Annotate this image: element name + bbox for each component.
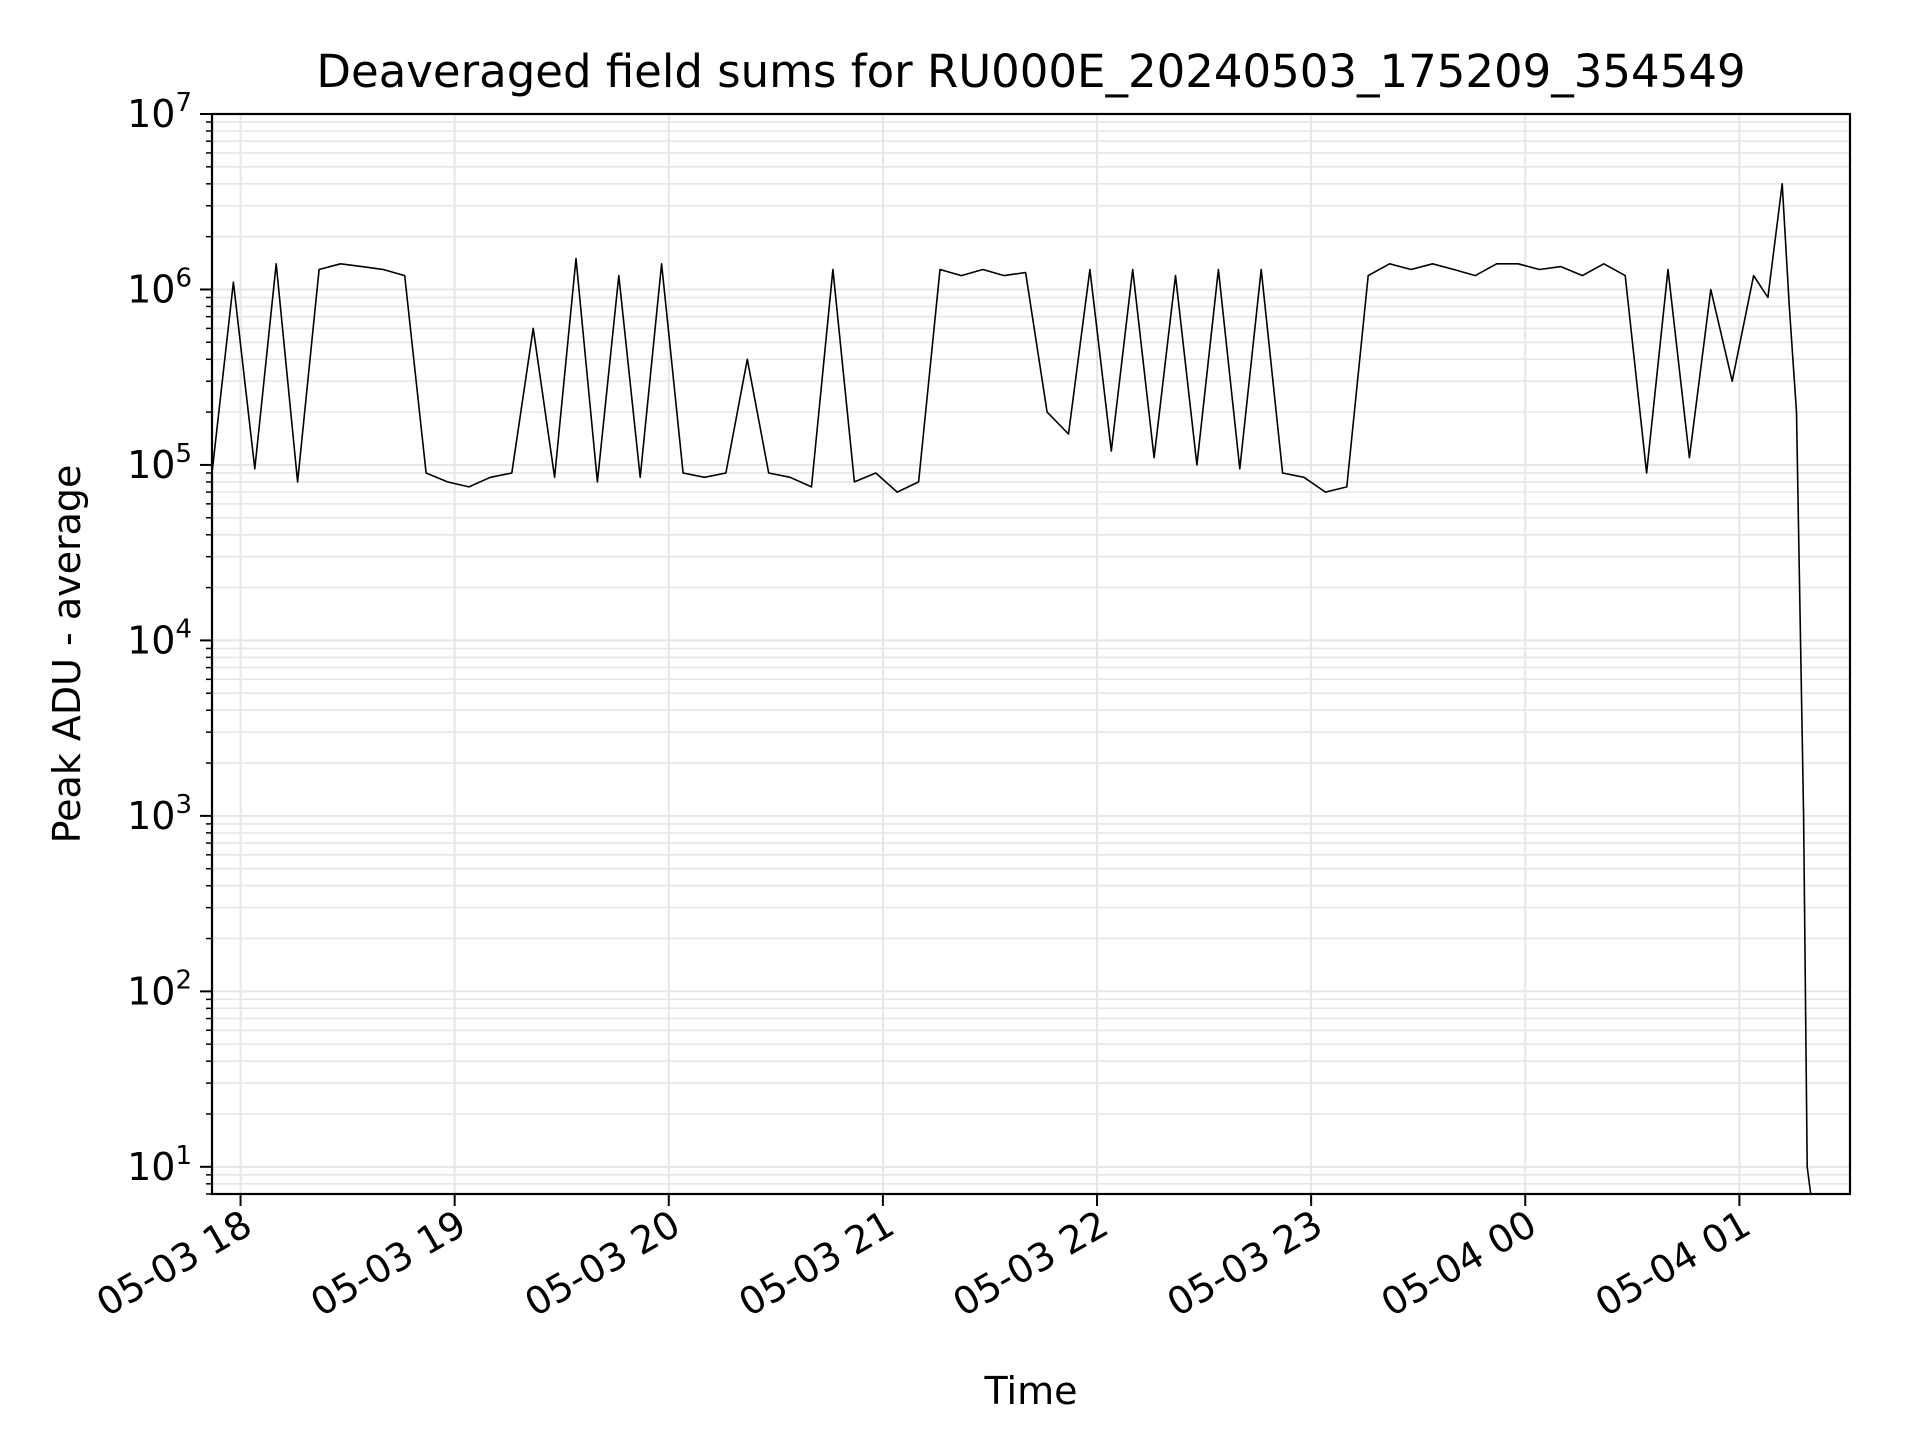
chart-title: Deaveraged field sums for RU000E_2024050… — [316, 45, 1745, 98]
series-group — [211, 183, 1812, 1195]
y-axis-label: Peak ADU - average — [45, 465, 89, 844]
grid — [212, 113, 1850, 1195]
y-tick-label: 101 — [127, 1141, 192, 1189]
y-tick-label: 106 — [127, 263, 192, 311]
y-tick-label: 102 — [127, 965, 192, 1013]
series-line — [211, 183, 1812, 1195]
y-tick-label: 107 — [127, 88, 192, 136]
y-tick-label: 104 — [127, 614, 192, 662]
y-tick-label: 103 — [127, 790, 192, 838]
y-tick-label: 105 — [127, 439, 192, 487]
plot-area-frame — [210, 112, 1852, 1196]
y-axis: 101 102 103 104 105 106 107 — [127, 88, 212, 1195]
x-axis-label: Time — [984, 1369, 1078, 1413]
